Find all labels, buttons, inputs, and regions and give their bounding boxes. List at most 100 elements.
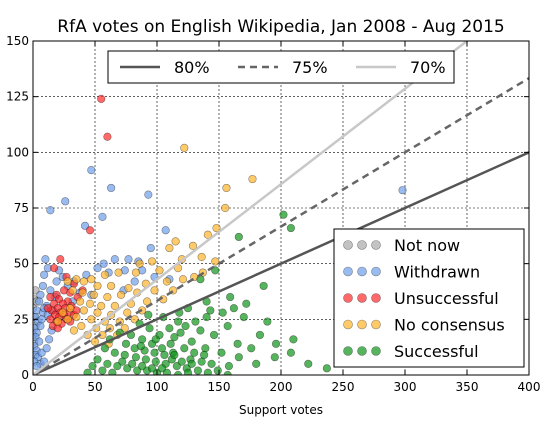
data-point [83,368,92,375]
data-point [98,366,107,375]
data-point [162,277,172,286]
data-point [170,333,179,342]
data-point [286,348,296,357]
reference-line-75pct [33,77,529,375]
data-point [103,132,112,141]
x-tick-label: 200 [270,380,293,394]
data-point [187,337,196,346]
data-point [85,299,95,308]
data-point [197,357,206,366]
data-point [42,344,51,353]
data-point [36,290,45,299]
data-point [144,310,153,319]
data-point [80,221,90,230]
data-point [398,186,407,195]
y-tick-label: 50 [14,257,29,271]
data-point [178,275,188,284]
data-point [107,183,116,193]
data-point [171,237,180,246]
data-point [88,361,97,371]
series-legend-label: No consensus [394,316,505,335]
data-point [170,350,179,360]
data-point [226,292,235,302]
data-point [68,286,77,295]
data-point [87,315,96,324]
data-point [43,304,52,313]
data-point [45,335,54,344]
data-point [233,339,242,348]
data-point [239,313,248,322]
series-legend-marker [357,319,367,330]
data-point [180,143,189,152]
data-point [196,326,205,335]
data-point [107,281,116,291]
y-tick-label: 0 [21,368,29,382]
data-point [201,344,210,353]
line-legend-label: 75% [292,58,328,77]
data-point [211,257,220,266]
data-point [173,370,183,375]
data-point [108,368,117,375]
data-point [103,359,112,368]
series-legend: Not now Withdrawn Unsuccessful No consensus… [333,228,525,368]
data-point [110,255,119,264]
data-point [247,344,256,353]
x-tick-label: 150 [208,380,231,394]
data-point [110,348,119,357]
data-point [124,255,133,264]
data-point [138,335,147,344]
data-point [191,317,200,326]
data-point [206,306,215,315]
data-point [99,259,108,268]
data-point [259,281,268,291]
data-point [221,203,230,213]
data-point [150,286,159,295]
data-point [53,317,62,326]
data-point [218,308,227,317]
data-point [138,361,147,371]
data-point [72,313,81,322]
data-point [190,348,199,357]
data-point [286,223,296,233]
series-legend-marker [357,346,367,356]
data-point [118,357,127,366]
data-point [173,317,183,326]
data-point [181,321,190,331]
data-point [234,232,243,242]
data-point [270,353,279,362]
x-axis-label: Support votes [239,403,323,417]
data-point [279,210,288,219]
data-point [223,321,232,331]
data-point [213,366,222,375]
data-point [40,270,49,279]
series-legend-label: Unsuccessful [394,289,499,308]
series-legend-marker [343,240,353,250]
series-legend-marker [371,240,381,250]
data-point [79,277,88,286]
series-legend-marker [343,319,353,330]
data-point [123,308,132,317]
data-point [69,326,79,335]
data-point [160,350,169,360]
line-legend: 80% 75% 70% [107,50,455,84]
data-point [146,243,155,253]
data-point [72,275,81,284]
data-point [93,308,102,317]
data-point [188,241,198,250]
y-tick-label: 75 [14,201,29,215]
series-legend-marker [371,266,381,277]
series-legend-marker [343,266,353,277]
data-point [255,330,265,340]
line-legend-label: 70% [410,58,446,77]
data-point [187,359,196,368]
data-point [128,359,137,368]
data-point [37,348,46,357]
data-point [196,275,205,284]
data-point [248,174,257,184]
data-point [147,257,157,266]
data-point [223,370,232,375]
data-point [157,364,167,373]
data-point [193,366,203,375]
data-point [124,284,133,293]
